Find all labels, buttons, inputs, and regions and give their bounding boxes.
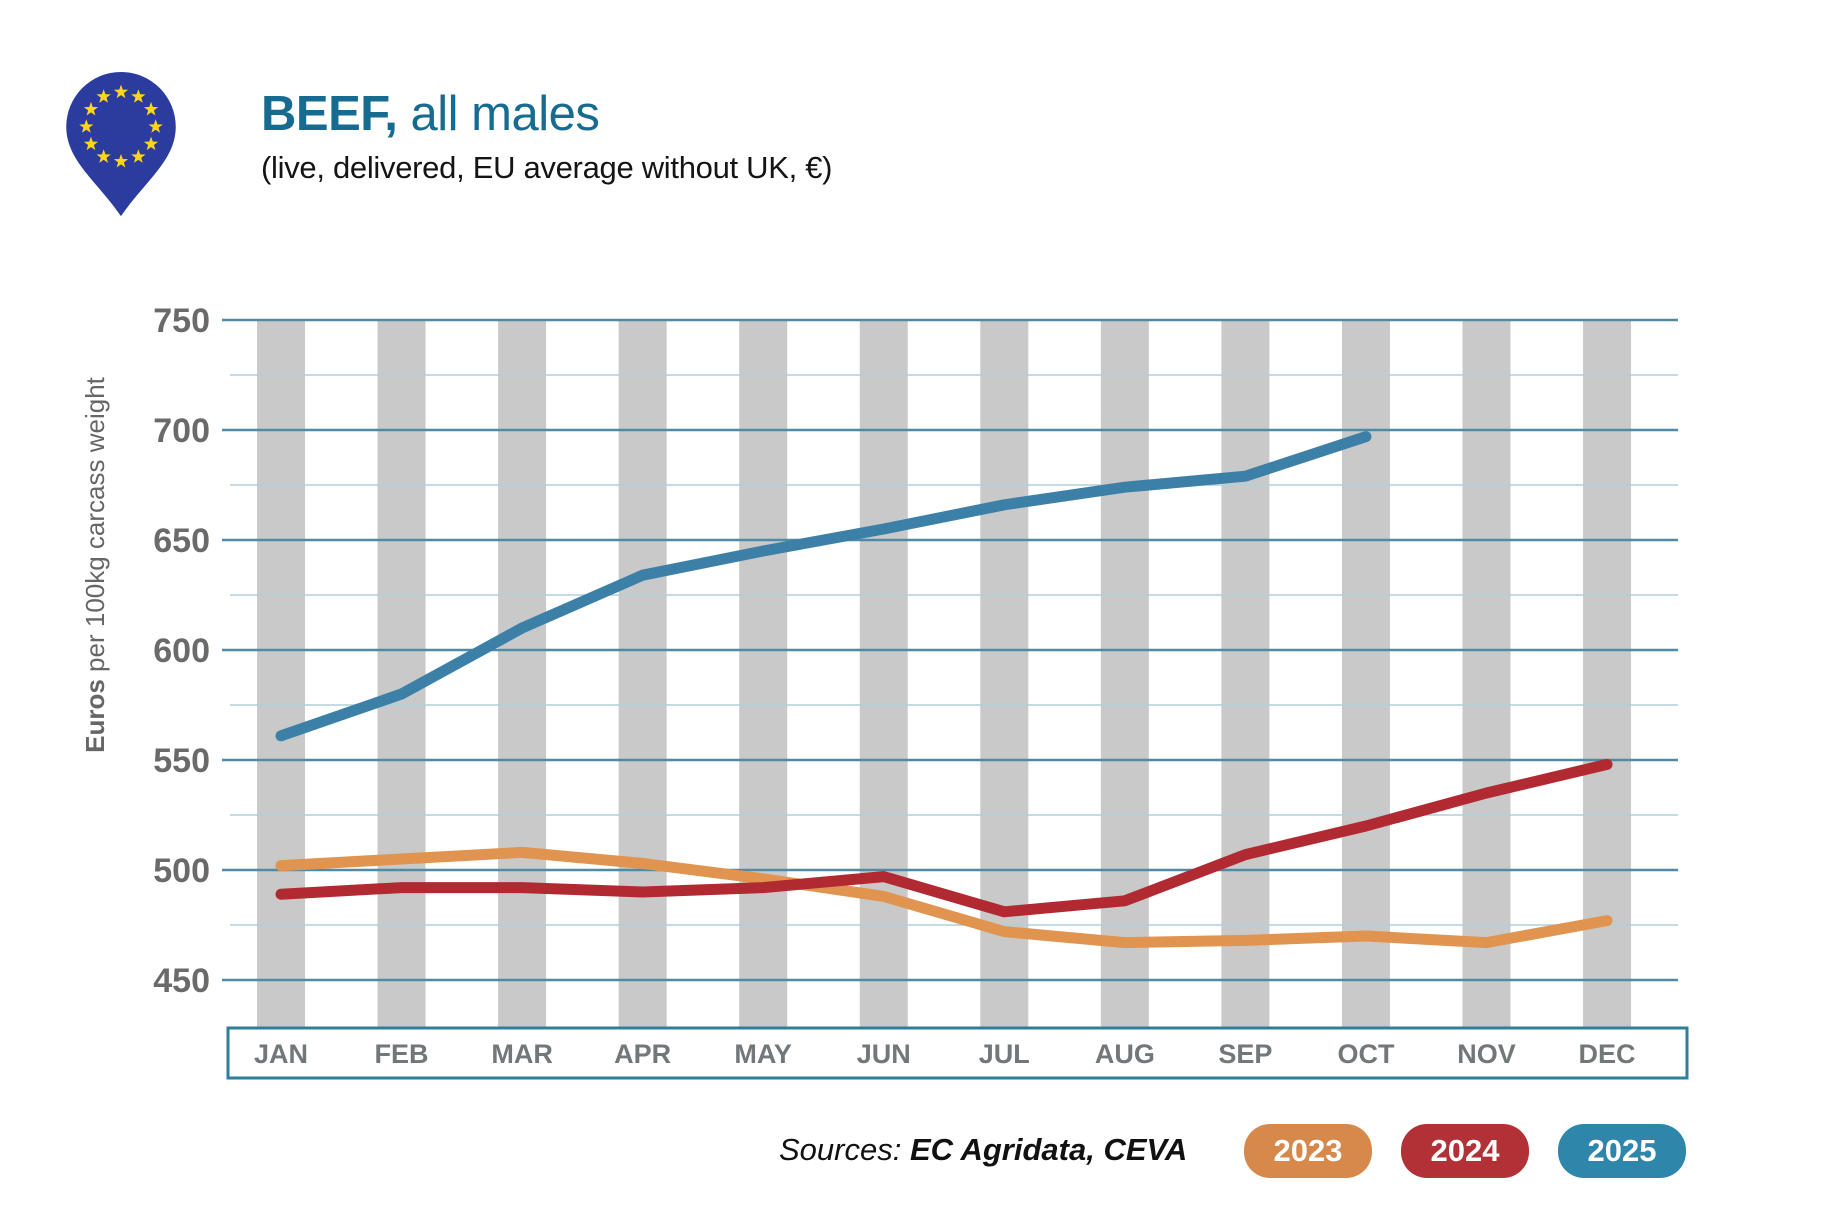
x-tick-label-apr: APR xyxy=(614,1039,671,1069)
series-line-2024 xyxy=(275,758,1613,918)
eu-star xyxy=(79,119,94,133)
y-tick-label-750: 750 xyxy=(153,302,210,340)
x-tick-label-mar: MAR xyxy=(491,1039,553,1069)
eu-star xyxy=(83,136,99,151)
page-subtitle: (live, delivered, EU average without UK,… xyxy=(261,149,833,185)
y-tick-label-650: 650 xyxy=(153,522,210,560)
month-stripe-jun xyxy=(859,320,908,1028)
page-title: BEEF, all males xyxy=(261,87,832,142)
x-tick-label-nov: NOV xyxy=(1457,1039,1516,1069)
month-stripe-sep xyxy=(1221,320,1270,1028)
eu-star xyxy=(143,136,159,151)
y-axis-ticks: 750 700 650 600 550 500 450 xyxy=(153,302,210,1000)
month-stripe-aug xyxy=(1100,320,1149,1028)
month-stripe-oct xyxy=(1341,320,1390,1028)
month-stripe-dec xyxy=(1583,320,1632,1028)
x-tick-label-may: MAY xyxy=(734,1039,792,1069)
y-tick-label-550: 550 xyxy=(153,742,210,780)
eu-star xyxy=(148,119,163,133)
month-stripe-jan xyxy=(257,320,305,1028)
month-stripe-nov xyxy=(1462,320,1511,1028)
eu-star xyxy=(83,101,99,116)
eu-star xyxy=(96,149,111,163)
gridlines xyxy=(222,318,1678,982)
sources-value: EC Agridata, CEVA xyxy=(909,1132,1188,1167)
x-tick-label-dec: DEC xyxy=(1579,1039,1636,1069)
month-stripe-may xyxy=(739,320,788,1028)
x-tick-label-oct: OCT xyxy=(1337,1039,1395,1069)
legend-label-2025: 2025 xyxy=(1587,1133,1657,1168)
series-line-2023 xyxy=(275,846,1613,949)
month-stripe-apr xyxy=(618,320,667,1028)
legend-pill-2023: 2023 xyxy=(1244,1124,1372,1178)
month-stripe-mar xyxy=(498,320,547,1028)
eu-stars xyxy=(79,84,163,168)
x-axis-ticks: JAN FEB MAR APR MAY JUN JUL AUG SEP OCT NOV DEC xyxy=(254,1039,1636,1069)
sources-label: Sources: xyxy=(779,1132,910,1167)
title-rest: all males xyxy=(397,87,600,141)
x-tick-label-feb: FEB xyxy=(375,1039,429,1069)
month-stripes xyxy=(257,320,1632,1028)
x-tick-label-jun: JUN xyxy=(857,1039,911,1069)
title-bold: BEEF, xyxy=(261,87,398,141)
legend-pill-2024: 2024 xyxy=(1401,1124,1529,1178)
eu-star xyxy=(131,89,146,103)
x-tick-label-aug: AUG xyxy=(1095,1039,1155,1069)
x-tick-label-jan: JAN xyxy=(254,1039,308,1069)
y-axis-title: Euros per 100kg carcass weight xyxy=(80,376,110,753)
eu-star xyxy=(96,89,111,103)
legend-pill-2025: 2025 xyxy=(1558,1124,1686,1178)
price-lines xyxy=(275,431,1613,949)
series-line-2025 xyxy=(275,431,1372,742)
eu-flag-pin-icon xyxy=(66,72,176,217)
legend-label-2024: 2024 xyxy=(1430,1133,1500,1168)
x-tick-label-sep: SEP xyxy=(1218,1039,1272,1069)
eu-star xyxy=(113,153,129,168)
eu-star xyxy=(113,84,129,99)
eu-star xyxy=(131,149,146,163)
y-tick-label-600: 600 xyxy=(153,632,210,670)
legend-label-2023: 2023 xyxy=(1273,1133,1343,1168)
title-block: BEEF, all males (live, delivered, EU ave… xyxy=(261,87,833,186)
y-tick-label-450: 450 xyxy=(153,962,210,1000)
eu-star xyxy=(143,101,159,116)
y-tick-label-500: 500 xyxy=(153,852,210,890)
x-axis-box xyxy=(226,1026,1689,1080)
x-tick-label-jul: JUL xyxy=(979,1039,1030,1069)
sources-note: Sources: EC Agridata, CEVA xyxy=(779,1132,1187,1168)
month-stripe-feb xyxy=(377,320,426,1028)
y-tick-label-700: 700 xyxy=(153,412,210,450)
